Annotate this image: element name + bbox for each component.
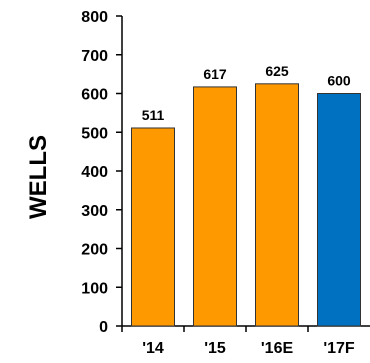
bar-data-label-1: 511 xyxy=(142,107,165,123)
bar-2 xyxy=(193,86,237,327)
y-tick-label: 0 xyxy=(99,319,108,336)
labels: 511 '14 617 '15 625 '16E 600 '17F xyxy=(142,63,355,357)
x-tick-label-4: '17F xyxy=(323,340,355,357)
y-tick-label: 700 xyxy=(81,48,108,65)
y-axis-label: WELLS xyxy=(25,135,52,219)
bar-1 xyxy=(131,127,175,327)
y-tick-label: 400 xyxy=(81,164,108,181)
x-tick-label-3: '16E xyxy=(261,340,294,357)
bar-data-label-4: 600 xyxy=(327,73,351,89)
y-tick-label: 800 xyxy=(81,9,108,26)
x-tick-label-1: '14 xyxy=(142,340,164,357)
y-tick-label: 200 xyxy=(81,242,108,259)
y-tick-label: 100 xyxy=(81,280,108,297)
bar-4 xyxy=(317,93,361,327)
y-axis-label-group: WELLS xyxy=(25,135,52,219)
x-tick-label-2: '15 xyxy=(204,340,226,357)
axes: 0 100 200 300 400 500 600 700 800 xyxy=(81,9,370,336)
y-tick-label: 300 xyxy=(81,203,108,220)
bars xyxy=(131,83,361,327)
bar-3 xyxy=(255,83,299,327)
bar-data-label-2: 617 xyxy=(203,66,227,82)
bar-data-label-3: 625 xyxy=(265,63,289,79)
y-tick-label: 500 xyxy=(81,125,108,142)
y-tick-label: 600 xyxy=(81,87,108,104)
